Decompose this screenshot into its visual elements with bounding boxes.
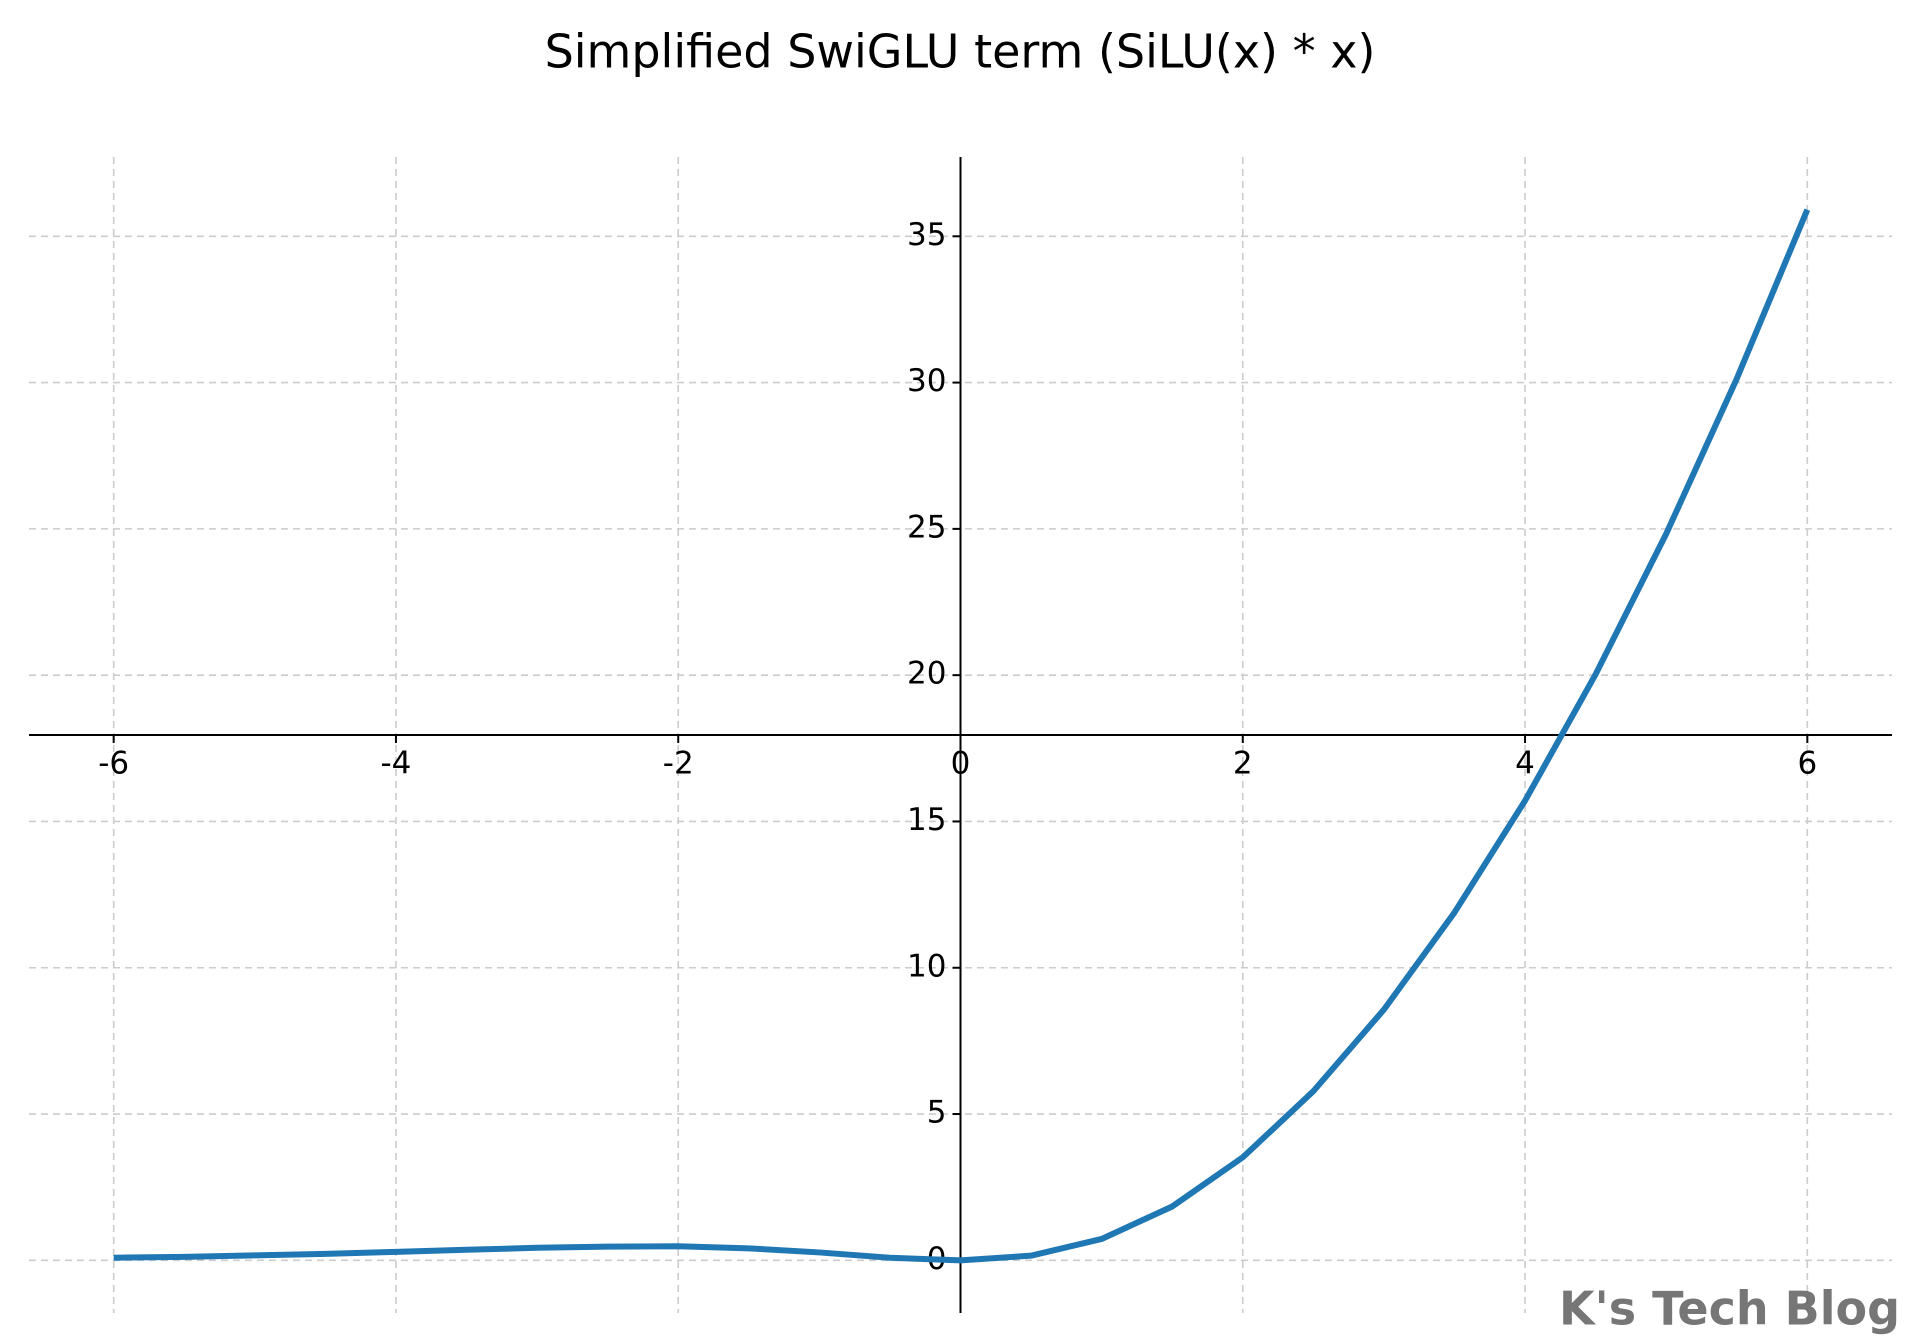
x-tick-label: 0 [951, 746, 971, 782]
chart-title: Simplified SwiGLU term (SiLU(x) * x) [545, 25, 1376, 79]
y-tick-label: 20 [907, 656, 946, 692]
y-tick-label: 5 [927, 1095, 947, 1131]
y-tick-label: 10 [907, 948, 946, 984]
y-tick-label: 35 [907, 217, 946, 253]
x-tick-label: 4 [1515, 746, 1535, 782]
x-tick-label: -2 [663, 746, 694, 782]
y-tick-label: 15 [907, 802, 946, 838]
x-tick-label: -4 [380, 746, 411, 782]
watermark: K's Tech Blog [1559, 1282, 1900, 1336]
y-tick-label: 30 [907, 363, 946, 399]
x-tick-label: 6 [1797, 746, 1817, 782]
x-tick-label: 2 [1233, 746, 1253, 782]
y-tick-label: 25 [907, 509, 946, 545]
line-series [113, 208, 1811, 1264]
x-tick-label: -6 [98, 746, 129, 782]
